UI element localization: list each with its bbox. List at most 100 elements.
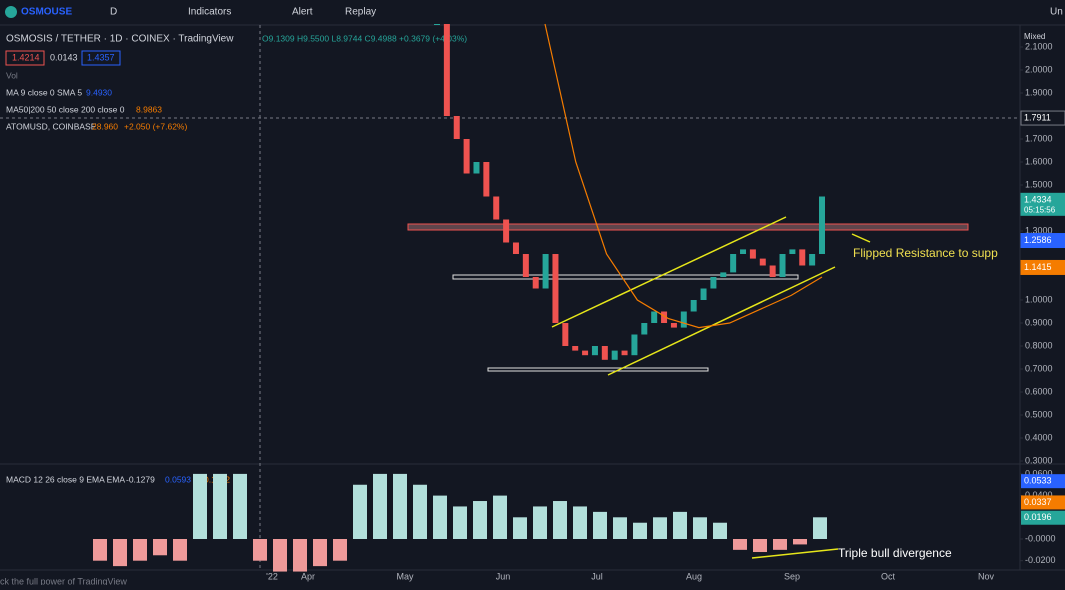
histogram-bar: [113, 539, 127, 567]
alert-button[interactable]: Alert: [292, 7, 313, 18]
replay-button[interactable]: Replay: [345, 7, 376, 18]
buy-box[interactable]: [81, 50, 121, 66]
annotation: Flipped Resistance to supp: [853, 246, 998, 260]
candle: [819, 196, 825, 254]
candle: [493, 196, 500, 220]
compare-change: +2.050 (+7.62%): [124, 121, 187, 131]
interval[interactable]: D: [110, 7, 117, 18]
macd-marker: [1021, 510, 1065, 525]
price-tick-label: 2.0000: [1025, 64, 1053, 74]
candle: [532, 277, 539, 289]
candle: [522, 254, 529, 277]
mixed[interactable]: Mixed: [1024, 32, 1045, 41]
candle: [720, 272, 727, 277]
price-tick-label: 0.6000: [1025, 386, 1053, 396]
candle: [670, 323, 677, 328]
histogram-bar: [613, 517, 627, 539]
histogram-bar: [453, 506, 467, 539]
candle: [651, 311, 658, 323]
price-tick-label: 1.3000: [1025, 225, 1053, 235]
time-label: Jul: [591, 571, 603, 581]
candle: [700, 288, 707, 300]
histogram-bar: [553, 501, 567, 539]
price-tick-label: 0.8000: [1025, 340, 1053, 350]
ma-line: [544, 23, 823, 329]
price-tick-label: 0.9000: [1025, 317, 1053, 327]
price-tick-label: 0.5000: [1025, 409, 1053, 419]
time-label: Nov: [978, 571, 995, 581]
ma1: MA 9 close 0 SMA 5: [6, 87, 82, 97]
candle: [631, 334, 638, 356]
histogram-bar: [93, 539, 107, 561]
histogram-bar: [433, 495, 447, 539]
histogram-bar: [253, 539, 267, 561]
macd-tick-label: 0.0600: [1025, 468, 1053, 478]
histogram-bar: [813, 517, 827, 539]
histogram-bar: [393, 473, 407, 539]
candle: [789, 249, 796, 254]
candle: [463, 139, 470, 174]
histogram-bar: [773, 539, 787, 550]
price-marker-label: 1.2586: [1024, 235, 1052, 245]
price-marker: [1020, 110, 1065, 126]
symbol[interactable]: OSMOUSE: [21, 7, 72, 18]
time-label: May: [396, 571, 414, 581]
histogram-bar: [733, 539, 747, 550]
histogram-bar: [653, 517, 667, 539]
resistance-zone: [407, 223, 969, 231]
histogram-bar: [533, 506, 547, 539]
histogram-bar: [173, 539, 187, 561]
price-tick-label: 1.0000: [1025, 294, 1053, 304]
candle: [611, 350, 618, 360]
arrow: [851, 233, 871, 243]
time-label: Sep: [784, 571, 800, 581]
sell-box[interactable]: [5, 50, 45, 66]
candle: [572, 346, 579, 351]
ma2-value: 8.9863: [136, 104, 162, 114]
buy: 1.4357: [87, 52, 115, 62]
ma1-value: 9.4930: [86, 87, 112, 97]
candle: [759, 258, 766, 266]
indicators-button[interactable]: Indicators: [188, 7, 231, 18]
compare-value: 28.960: [92, 121, 118, 131]
candle: [512, 242, 519, 254]
candle: [769, 265, 776, 277]
histogram-bar: [373, 473, 387, 539]
bottom-zone: [487, 367, 709, 372]
candle: [582, 350, 589, 356]
candle: [443, 24, 450, 116]
macd-marker: [1021, 474, 1065, 489]
channel-bottom: [607, 266, 836, 376]
account[interactable]: Un: [1050, 7, 1063, 18]
price-tick-label: 1.7000: [1025, 133, 1053, 143]
macd-marker-label: 0.0337: [1024, 497, 1052, 507]
time-label: Oct: [881, 571, 896, 581]
candle: [601, 346, 608, 360]
price-tick-label: 1.6000: [1025, 156, 1053, 166]
macd-marker-label: 0.0533: [1024, 476, 1052, 486]
candle: [542, 254, 549, 289]
macd-tick-label: -0.0200: [1025, 555, 1056, 565]
price-tick-label: 1.5000: [1025, 179, 1053, 189]
candle: [749, 249, 756, 259]
histogram-bar: [133, 539, 147, 561]
candle: [503, 219, 510, 243]
candle: [661, 311, 668, 323]
candle: [710, 277, 717, 289]
macd-signal: 0.0593: [165, 474, 191, 484]
candle: [434, 24, 440, 25]
annotation: Triple bull divergence: [838, 546, 952, 560]
macd-tick-label: -0.0000: [1025, 533, 1056, 543]
histogram-bar: [413, 484, 427, 539]
histogram-bar: [673, 511, 687, 539]
price-marker: [1020, 192, 1065, 216]
histogram-bar: [793, 539, 807, 545]
candle: [562, 323, 569, 346]
macd-label: MACD 12 26 close 9 EMA EMA: [6, 474, 125, 484]
candle: [483, 162, 490, 197]
candle: [641, 323, 648, 335]
price-marker-label: 1.7911: [1024, 112, 1051, 122]
histogram-bar: [333, 539, 347, 561]
candle: [779, 254, 786, 277]
